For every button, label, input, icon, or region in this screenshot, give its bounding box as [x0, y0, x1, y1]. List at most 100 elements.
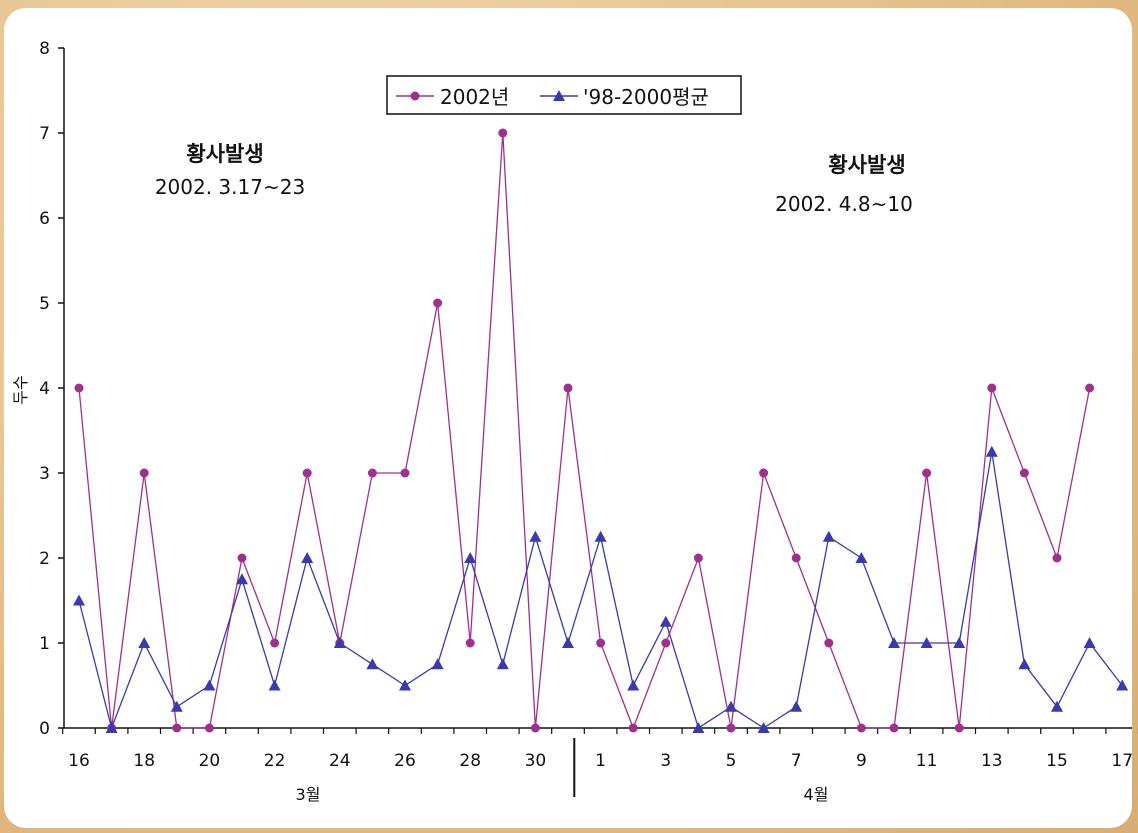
y-tick-label-2: 2 — [39, 549, 50, 569]
x-tick-label-7-11: 7 — [791, 751, 802, 771]
series-line-0 — [78, 132, 1091, 730]
series-1-point-4 — [203, 679, 216, 691]
x-tick-label-22-3: 22 — [264, 751, 286, 771]
series-layer — [73, 128, 1129, 733]
y-tick-label-3: 3 — [39, 464, 50, 484]
series-0-point-10 — [400, 468, 410, 478]
series-1-point-19 — [692, 722, 705, 733]
series-1-point-30 — [1051, 700, 1063, 712]
series-0-point-9 — [367, 468, 377, 478]
series-1-point-29 — [1018, 658, 1031, 670]
x-tick-label-26-5: 26 — [394, 751, 416, 771]
series-0-point-20 — [726, 723, 736, 733]
series-1-point-10 — [399, 679, 411, 691]
x-tick-label-30-7: 30 — [525, 751, 547, 771]
x-tick-label-15-15: 15 — [1046, 751, 1068, 771]
y-tick-label-8: 8 — [39, 39, 50, 59]
series-0-point-14 — [530, 723, 540, 733]
series-0-point-25 — [889, 723, 899, 733]
series-1-point-22 — [790, 700, 803, 712]
series-0-point-28 — [987, 383, 997, 393]
series-0-point-29 — [1019, 468, 1029, 478]
x-tick-label-28-6: 28 — [459, 751, 481, 771]
series-1-point-31 — [1083, 637, 1096, 648]
series-1-point-12 — [464, 552, 477, 563]
series-0-point-15 — [563, 383, 573, 393]
series-1-point-20 — [725, 700, 737, 712]
series-1-point-13 — [496, 658, 509, 670]
series-1-point-8 — [333, 637, 346, 648]
series-1-point-27 — [953, 637, 966, 648]
annotation-1-title: 황사발생 — [186, 142, 263, 166]
y-tick-label-5: 5 — [39, 294, 50, 314]
series-0-point-27 — [954, 723, 964, 733]
series-0-point-19 — [693, 553, 703, 563]
x-tick-label-24-4: 24 — [329, 751, 351, 771]
series-1-point-5 — [236, 573, 248, 585]
series-1-point-32 — [1116, 679, 1129, 691]
x-tick-label-5-10: 5 — [726, 751, 737, 771]
series-1-point-15 — [562, 637, 574, 648]
series-1-point-25 — [888, 637, 900, 648]
series-1-point-2 — [138, 637, 151, 648]
series-1-point-28 — [985, 445, 998, 457]
series-0-point-31 — [1085, 383, 1095, 393]
legend-marker-2002 — [410, 91, 420, 101]
series-1-point-17 — [627, 679, 640, 691]
series-0-point-7 — [302, 468, 312, 478]
x-tick-label-16-0: 16 — [68, 751, 90, 771]
series-0-point-30 — [1052, 553, 1062, 563]
legend-marker-avg — [553, 90, 565, 101]
x-tick-label-13-14: 13 — [981, 751, 1003, 771]
y-tick-label-7: 7 — [39, 124, 50, 144]
series-1-point-0 — [73, 594, 85, 606]
chart-panel — [4, 8, 1132, 828]
series-1-point-16 — [594, 530, 607, 542]
legend: 2002년 '98-2000평균 — [386, 75, 742, 115]
series-1-point-11 — [431, 658, 444, 670]
x-tick-label-11-13: 11 — [916, 751, 938, 771]
x-tick-label-18-1: 18 — [133, 751, 155, 771]
series-0-point-5 — [237, 553, 247, 563]
x-tick-label-20-2: 20 — [199, 751, 221, 771]
series-1-point-18 — [659, 615, 672, 627]
x-tick-label-17-16: 17 — [1111, 751, 1133, 771]
series-0-point-16 — [596, 638, 606, 648]
legend-label-2002: 2002년 — [440, 85, 509, 109]
series-0-point-26 — [922, 468, 932, 478]
annotation-2-date: 2002. 4.8~10 — [775, 192, 913, 216]
series-0-point-17 — [628, 723, 638, 733]
labels: 두수 3월 4월 황사발생 2002. 3.17~23 황사발생 2002. 4… — [11, 142, 913, 804]
series-1-point-1 — [105, 722, 118, 733]
y-tick-label-1: 1 — [39, 634, 50, 654]
y-tick-label-0: 0 — [39, 719, 50, 739]
series-1-point-3 — [170, 700, 183, 712]
month-label-april: 4월 — [804, 785, 829, 804]
y-tick-label-4: 4 — [39, 379, 50, 399]
series-0-point-13 — [498, 128, 508, 138]
series-0-point-11 — [433, 298, 443, 308]
series-1-point-23 — [822, 530, 835, 542]
series-0-point-24 — [856, 723, 866, 733]
series-1-point-9 — [366, 658, 379, 670]
series-0-point-12 — [465, 638, 475, 648]
series-0-point-6 — [270, 638, 280, 648]
series-0-point-21 — [759, 468, 769, 478]
series-1-point-24 — [855, 552, 868, 563]
legend-label-avg: '98-2000평균 — [583, 85, 709, 109]
series-0-point-3 — [172, 723, 182, 733]
series-1-point-26 — [920, 637, 933, 648]
series-1-point-14 — [529, 530, 542, 542]
annotation-1-date: 2002. 3.17~23 — [155, 175, 305, 199]
y-tick-label-6: 6 — [39, 209, 50, 229]
series-0-point-2 — [139, 468, 149, 478]
series-0-point-18 — [661, 638, 671, 648]
series-0-point-22 — [791, 553, 801, 563]
month-label-march: 3월 — [296, 785, 321, 804]
series-0-point-4 — [204, 723, 214, 733]
series-0-point-0 — [74, 383, 84, 393]
series-1-point-6 — [268, 679, 281, 691]
